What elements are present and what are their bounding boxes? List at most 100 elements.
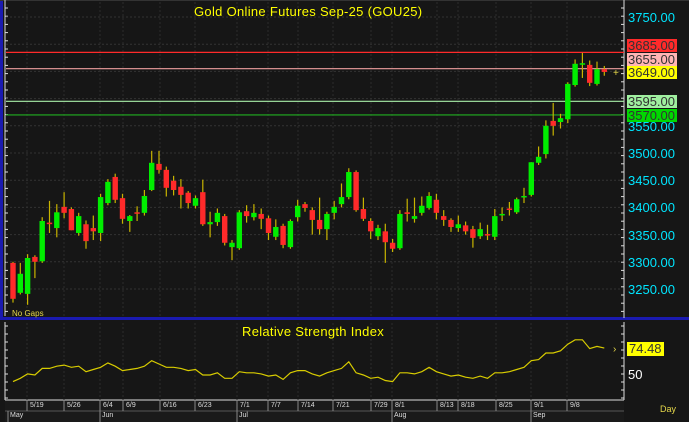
price-tick-label: 3400.00 [628, 200, 675, 216]
price-tick-label: 3350.00 [628, 227, 675, 243]
candle-up [287, 221, 294, 248]
candle-down [222, 216, 228, 243]
candle-down [119, 198, 126, 219]
candle-up [514, 199, 520, 213]
date-label: 8/1 [395, 402, 405, 409]
candle-up [17, 273, 23, 293]
chart-title: Gold Online Futures Sep-25 (GOU25) [194, 4, 423, 19]
price-level-label-3570: 3570.00 [627, 108, 677, 123]
candle-down [462, 225, 469, 232]
candle-down [353, 172, 359, 211]
price-tick-label: 3450.00 [628, 173, 675, 189]
date-label: 9/8 [570, 402, 580, 409]
candle-down [470, 229, 476, 238]
candle-up [411, 216, 418, 219]
candle-down [550, 120, 556, 126]
candle-up [521, 195, 527, 198]
candle-down [382, 231, 388, 243]
date-label: 8/18 [461, 402, 475, 409]
candle-up [426, 195, 432, 208]
candle-down [170, 180, 177, 190]
date-label: 7/7 [271, 402, 281, 409]
candle-up [543, 125, 549, 155]
price-level-label-3655: 3655.00 [627, 52, 677, 67]
candle-up [273, 226, 279, 237]
month-label: Jun [102, 412, 114, 419]
last-price-arrow-icon: + [613, 68, 619, 79]
candle-down [178, 186, 184, 195]
left-border [0, 0, 3, 318]
rsi-title: Relative Strength Index [242, 324, 385, 339]
date-label: 7/21 [336, 402, 350, 409]
price-tick-label: 3250.00 [628, 282, 675, 297]
candle-up [477, 229, 483, 237]
candle-down [200, 192, 206, 225]
candle-down [433, 199, 440, 213]
candle-up [499, 213, 505, 216]
price-tick-label: 3300.00 [628, 254, 675, 270]
date-label: 6/9 [126, 402, 136, 409]
candle-up [455, 224, 461, 229]
candle-up [338, 197, 345, 205]
candle-up [141, 195, 148, 213]
candle-down [280, 225, 286, 245]
candle-down [258, 213, 264, 219]
candle-up [214, 212, 221, 223]
candle-up [375, 228, 381, 237]
month-label: Aug [394, 412, 407, 419]
candle-up [229, 242, 235, 248]
candle-up [397, 213, 403, 249]
candle-up [579, 63, 586, 65]
candle-up [192, 198, 199, 206]
candle-down [302, 204, 308, 208]
interval-label[interactable]: Day [660, 404, 677, 414]
date-label: 6/4 [103, 402, 113, 409]
candle-up [535, 156, 542, 163]
candle-up [331, 206, 337, 213]
date-label: 5/26 [67, 402, 81, 409]
rsi-axis-tick-50: 50 [628, 367, 643, 382]
date-label: 7/1 [240, 402, 250, 409]
candle-down [134, 212, 140, 214]
date-label: 9/1 [534, 402, 544, 409]
candle-down [587, 64, 593, 83]
candle-up [594, 69, 600, 84]
candle-up [557, 118, 564, 122]
candle-up [572, 63, 578, 85]
date-label: 6/16 [163, 402, 177, 409]
candle-down [404, 212, 410, 214]
date-label: 8/25 [499, 402, 513, 409]
candle-down [112, 176, 118, 200]
candle-down [316, 219, 323, 230]
price-level-label-3595: 3595.00 [627, 94, 677, 109]
month-label: Sep [533, 412, 546, 419]
candle-up [97, 197, 104, 233]
candle-up [24, 257, 31, 294]
month-label: May [10, 412, 24, 419]
candle-down [601, 69, 607, 72]
date-label: 5/19 [30, 402, 44, 409]
candle-down [32, 256, 38, 262]
date-label: 7/14 [301, 402, 315, 409]
candle-up [251, 212, 257, 218]
candle-up [492, 216, 498, 237]
candle-down [484, 234, 491, 236]
no-gaps-label: No Gaps [12, 309, 44, 318]
candle-down [68, 209, 75, 231]
candle-down [368, 221, 374, 232]
candle-up [149, 162, 155, 190]
month-label: Jul [239, 412, 248, 419]
candle-up [324, 213, 330, 230]
candle-up [54, 212, 60, 229]
candle-down [10, 262, 16, 299]
candle-up [76, 216, 82, 233]
candle-down [163, 169, 169, 188]
candle-down [90, 228, 96, 232]
date-label: 6/23 [198, 402, 212, 409]
candle-down [61, 206, 67, 213]
candle-up [419, 205, 425, 213]
rsi-line [12, 339, 605, 383]
date-label: 8/13 [440, 402, 454, 409]
